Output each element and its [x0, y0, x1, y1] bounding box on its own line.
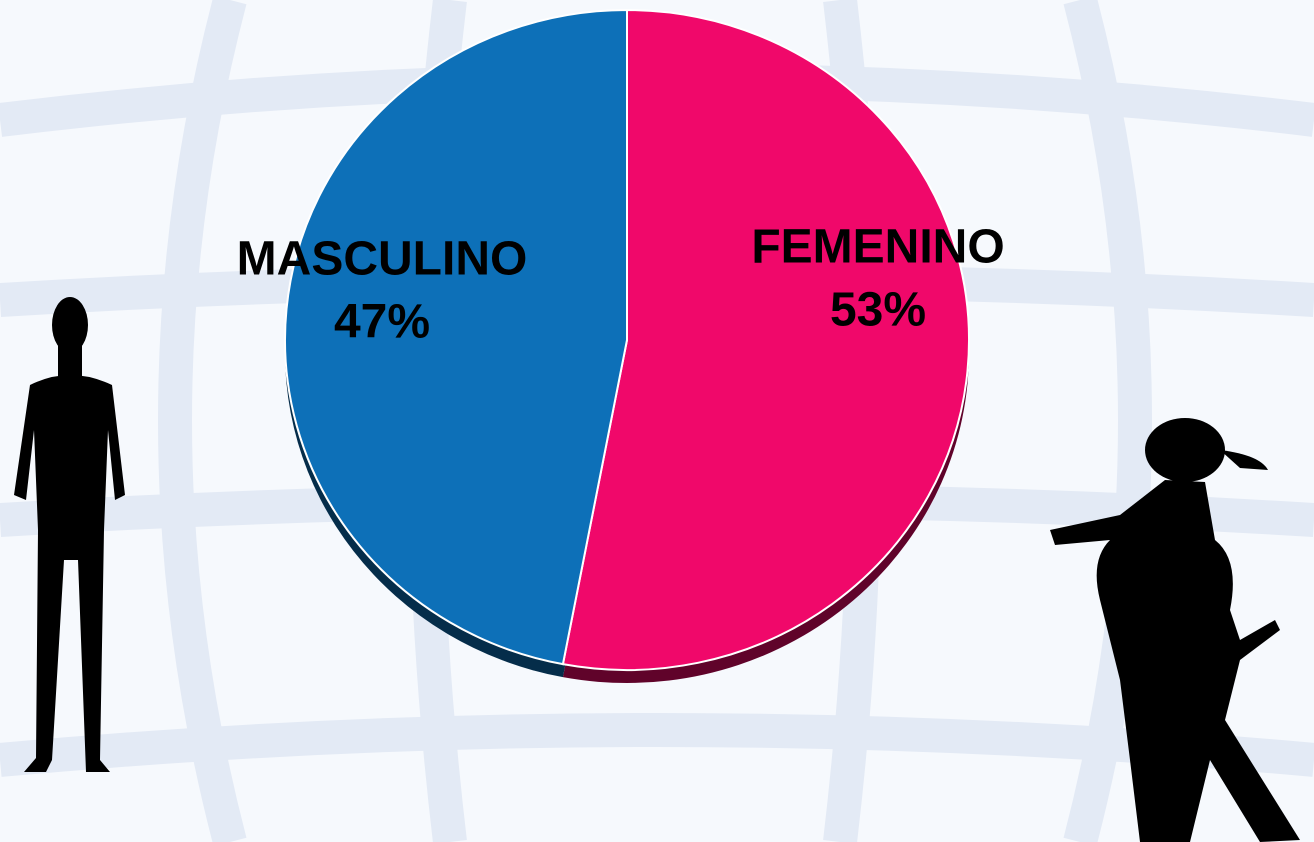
slice-category-label: FEMENINO — [751, 221, 1004, 274]
page: FEMENINO53%MASCULINO47% (() => { const d… — [0, 0, 1314, 842]
slice-value-label: 53% — [830, 284, 926, 337]
slice-value-label: 47% — [334, 296, 430, 349]
slice-category-label: MASCULINO — [237, 233, 528, 286]
pie: FEMENINO 53% MASCULINO 47% — [237, 10, 1005, 683]
chart: FEMENINO 53% MASCULINO 47% — [0, 0, 1314, 842]
